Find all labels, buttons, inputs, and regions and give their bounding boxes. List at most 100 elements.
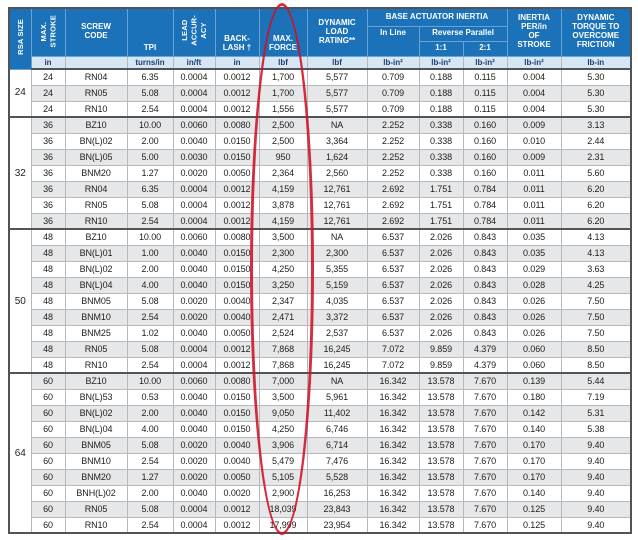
cell-tpi: 1.00 bbox=[126, 244, 174, 262]
cell-in_line: 6.537 bbox=[366, 308, 420, 326]
cell-dynamic_torque: 5.31 bbox=[560, 404, 632, 422]
cell-ratio_1_1: 13.578 bbox=[418, 436, 464, 454]
cell-max_stroke: 24 bbox=[30, 68, 66, 86]
cell-ratio_2_1: 0.843 bbox=[462, 244, 508, 262]
cell-lead_accuracy: 0.0040 bbox=[172, 260, 216, 278]
cell-max_stroke: 60 bbox=[30, 516, 66, 534]
table-row: 50 48 BZ10 10.00 0.0060 0.0080 3,500 NA 6.537 2.0… bbox=[8, 228, 632, 374]
cell-screw_code: BNM05 bbox=[64, 292, 128, 310]
cell-max_stroke: 48 bbox=[30, 228, 66, 246]
unit-dynamic-load-rating: lbf bbox=[306, 55, 368, 70]
cell-dynamic_load_rating: 6,714 bbox=[306, 436, 368, 454]
cell-screw_code: RN10 bbox=[64, 356, 128, 374]
cell-in_line: 16.342 bbox=[366, 500, 420, 518]
cell-backlash: 0.0150 bbox=[214, 260, 260, 278]
cell-backlash: 0.0012 bbox=[214, 100, 260, 118]
cell-screw_code: BN(L)05 bbox=[64, 148, 128, 166]
table-row: 60 BNM05 5.08 0.0020 0.0040 3,906 6,714 16.342 1… bbox=[9, 436, 632, 454]
cell-lead_accuracy: 0.0004 bbox=[172, 196, 216, 214]
unit-max-stroke: in bbox=[30, 55, 66, 70]
cell-inertia_per_in: 0.060 bbox=[506, 356, 562, 374]
cell-screw_code: BNM20 bbox=[64, 468, 128, 486]
cell-dynamic_torque: 9.40 bbox=[560, 484, 632, 502]
cell-tpi: 0.53 bbox=[126, 388, 174, 406]
col-header-dynamic-torque: DYNAMIC TORQUE TO OVERCOME FRICTION bbox=[560, 7, 632, 57]
table-row: 48 RN05 5.08 0.0004 0.0012 7,868 16,245 7.072 9.… bbox=[9, 340, 632, 358]
cell-screw_code: BN(L)02 bbox=[64, 404, 128, 422]
cell-screw_code: BZ10 bbox=[64, 228, 128, 246]
cell-max_stroke: 36 bbox=[30, 148, 66, 166]
cell-dynamic_load_rating: 16,245 bbox=[306, 356, 368, 374]
cell-in_line: 16.342 bbox=[366, 372, 420, 390]
cell-in_line: 16.342 bbox=[366, 516, 420, 534]
cell-tpi: 2.00 bbox=[126, 132, 174, 150]
cell-backlash: 0.0150 bbox=[214, 244, 260, 262]
cell-dynamic_load_rating: NA bbox=[306, 116, 368, 134]
cell-inertia_per_in: 0.170 bbox=[506, 468, 562, 486]
cell-in_line: 7.072 bbox=[366, 340, 420, 358]
cell-in_line: 6.537 bbox=[366, 292, 420, 310]
cell-backlash: 0.0040 bbox=[214, 452, 260, 470]
cell-dynamic_torque: 7.50 bbox=[560, 308, 632, 326]
cell-screw_code: RN04 bbox=[64, 68, 128, 86]
cell-max_stroke: 48 bbox=[30, 244, 66, 262]
cell-inertia_per_in: 0.035 bbox=[506, 244, 562, 262]
cell-dynamic_torque: 4.25 bbox=[560, 276, 632, 294]
cell-backlash: 0.0150 bbox=[214, 132, 260, 150]
cell-ratio_1_1: 2.026 bbox=[418, 324, 464, 342]
cell-ratio_2_1: 0.115 bbox=[462, 68, 508, 86]
cell-ratio_2_1: 0.784 bbox=[462, 180, 508, 198]
cell-lead_accuracy: 0.0004 bbox=[172, 84, 216, 102]
cell-dynamic_load_rating: 23,954 bbox=[306, 516, 368, 534]
cell-backlash: 0.0080 bbox=[214, 228, 260, 246]
table-row: 48 BN(L)04 4.00 0.0040 0.0150 3,250 5,159 6.537… bbox=[9, 276, 632, 294]
table-row: 60 RN05 5.08 0.0004 0.0012 18,039 23,843 16.342… bbox=[9, 500, 632, 518]
table-row: 60 BN(L)53 0.53 0.0040 0.0150 3,500 5,961 16.34… bbox=[9, 388, 632, 406]
cell-backlash: 0.0012 bbox=[214, 196, 260, 214]
cell-lead_accuracy: 0.0020 bbox=[172, 292, 216, 310]
cell-ratio_2_1: 0.115 bbox=[462, 84, 508, 102]
cell-max_force: 3,250 bbox=[258, 276, 308, 294]
cell-ratio_2_1: 4.379 bbox=[462, 340, 508, 358]
cell-in_line: 2.252 bbox=[366, 116, 420, 134]
cell-tpi: 5.08 bbox=[126, 196, 174, 214]
cell-ratio_1_1: 0.338 bbox=[418, 116, 464, 134]
cell-inertia_per_in: 0.026 bbox=[506, 324, 562, 342]
col-header-backlash: BACK- LASH † bbox=[214, 7, 260, 57]
cell-dynamic_load_rating: 16,245 bbox=[306, 340, 368, 358]
cell-max_stroke: 60 bbox=[30, 436, 66, 454]
rsa-size-label: RSA SIZE bbox=[15, 19, 25, 56]
cell-lead_accuracy: 0.0040 bbox=[172, 324, 216, 342]
cell-in_line: 2.692 bbox=[366, 212, 420, 230]
unit-lead-accuracy: in/ft bbox=[172, 55, 216, 70]
col-header-inertia-per-in: INERTIA PER/in OF STROKE bbox=[506, 7, 562, 57]
cell-max_stroke: 60 bbox=[30, 388, 66, 406]
cell-backlash: 0.0040 bbox=[214, 292, 260, 310]
cell-tpi: 10.00 bbox=[126, 372, 174, 390]
cell-screw_code: BNM20 bbox=[64, 164, 128, 182]
cell-ratio_1_1: 0.338 bbox=[418, 132, 464, 150]
cell-ratio_1_1: 13.578 bbox=[418, 388, 464, 406]
cell-dynamic_load_rating: 5,577 bbox=[306, 100, 368, 118]
cell-ratio_1_1: 2.026 bbox=[418, 260, 464, 278]
cell-tpi: 5.08 bbox=[126, 292, 174, 310]
cell-lead_accuracy: 0.0020 bbox=[172, 468, 216, 486]
cell-backlash: 0.0012 bbox=[214, 180, 260, 198]
cell-dynamic_torque: 5.30 bbox=[560, 68, 632, 86]
cell-in_line: 16.342 bbox=[366, 468, 420, 486]
cell-lead_accuracy: 0.0040 bbox=[172, 132, 216, 150]
rsa-size-value: 50 bbox=[8, 228, 32, 374]
cell-inertia_per_in: 0.029 bbox=[506, 260, 562, 278]
cell-tpi: 2.00 bbox=[126, 260, 174, 278]
cell-ratio_1_1: 9.859 bbox=[418, 356, 464, 374]
cell-tpi: 2.54 bbox=[126, 100, 174, 118]
cell-max_stroke: 48 bbox=[30, 356, 66, 374]
cell-dynamic_load_rating: 5,577 bbox=[306, 68, 368, 86]
cell-lead_accuracy: 0.0020 bbox=[172, 452, 216, 470]
cell-tpi: 2.54 bbox=[126, 308, 174, 326]
cell-ratio_2_1: 0.784 bbox=[462, 196, 508, 214]
cell-lead_accuracy: 0.0040 bbox=[172, 484, 216, 502]
cell-backlash: 0.0050 bbox=[214, 324, 260, 342]
cell-ratio_2_1: 7.670 bbox=[462, 372, 508, 390]
cell-tpi: 2.54 bbox=[126, 212, 174, 230]
